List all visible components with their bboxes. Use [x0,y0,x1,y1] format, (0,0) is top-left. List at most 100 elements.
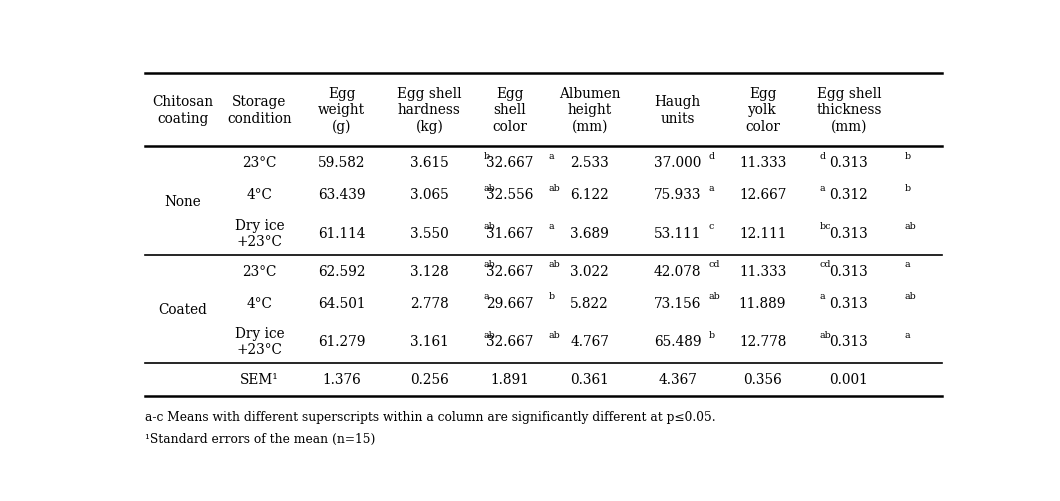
Text: Egg
yolk
color: Egg yolk color [745,87,780,133]
Text: 0.256: 0.256 [410,373,448,387]
Text: ab: ab [483,183,495,192]
Text: Egg shell
thickness
(mm): Egg shell thickness (mm) [816,87,882,133]
Text: 61.114ab: 61.114ab [310,226,374,240]
Text: 4°C: 4°C [247,188,272,202]
Text: 12.778: 12.778 [739,335,787,349]
Text: 73.156: 73.156 [654,297,702,310]
Text: 3.550a: 3.550a [406,226,453,240]
Text: 62.592ab: 62.592ab [310,265,374,279]
Text: 64.501: 64.501 [318,297,366,310]
Text: 1.891: 1.891 [490,373,529,387]
Text: 32.667: 32.667 [485,265,533,279]
Text: Storage
condition: Storage condition [227,95,292,125]
Text: 11.889ab: 11.889ab [730,297,795,310]
Text: 0.313: 0.313 [830,335,868,349]
Text: 23°C: 23°C [243,156,277,170]
Text: 65.489ab: 65.489ab [646,335,710,349]
Text: 0.313: 0.313 [830,297,868,310]
Text: Egg
shell
color: Egg shell color [492,87,527,133]
Text: 0.313: 0.313 [830,265,868,279]
Text: ab: ab [709,292,721,301]
Text: 12.667b: 12.667b [735,188,791,202]
Text: a: a [483,292,489,301]
Text: b: b [483,151,490,160]
Text: 2.533d: 2.533d [566,156,614,170]
Text: ab: ab [483,222,495,230]
Text: b: b [904,183,911,192]
Text: 12.111ab: 12.111ab [730,226,795,240]
Text: Egg shell
hardness
(kg): Egg shell hardness (kg) [398,87,462,134]
Text: None: None [164,194,201,208]
Text: 11.889: 11.889 [739,297,787,310]
Text: 0.001: 0.001 [830,373,868,387]
Text: 32.556: 32.556 [485,188,533,202]
Text: 42.078cd: 42.078cd [646,265,709,279]
Text: 4.767b: 4.767b [566,335,614,349]
Text: 3.161: 3.161 [410,335,448,349]
Text: 61.279: 61.279 [318,335,366,349]
Text: ab: ab [483,330,495,339]
Text: 3.128ab: 3.128ab [402,265,457,279]
Text: 37.000: 37.000 [654,156,702,170]
Text: 42.078: 42.078 [654,265,702,279]
Text: 64.501a: 64.501a [314,297,369,310]
Text: ab: ab [483,260,495,269]
Text: 0.361: 0.361 [570,373,610,387]
Text: 11.333a: 11.333a [735,265,791,279]
Text: cd: cd [819,260,831,269]
Text: 73.156a: 73.156a [650,297,705,310]
Text: 75.933a: 75.933a [650,188,705,202]
Text: Egg
weight
(g): Egg weight (g) [318,87,365,134]
Text: b: b [709,330,716,339]
Text: 1.376: 1.376 [322,373,361,387]
Text: 75.933: 75.933 [654,188,702,202]
Text: 12.667: 12.667 [739,188,787,202]
Text: Coated: Coated [159,303,208,317]
Text: 12.778a: 12.778a [735,335,791,349]
Text: 3.689c: 3.689c [566,226,613,240]
Text: c: c [709,222,714,230]
Text: 3.689: 3.689 [570,226,610,240]
Text: a: a [709,183,714,192]
Text: 53.111: 53.111 [654,226,702,240]
Text: 61.279ab: 61.279ab [310,335,374,349]
Text: 63.439ab: 63.439ab [310,188,374,202]
Text: 11.333: 11.333 [739,265,787,279]
Text: Albumen
height
(mm): Albumen height (mm) [559,87,620,133]
Text: 5.822: 5.822 [570,297,610,310]
Text: 32.667: 32.667 [485,335,533,349]
Text: 0.313: 0.313 [830,226,868,240]
Text: a: a [819,292,825,301]
Text: cd: cd [709,260,721,269]
Text: 12.111: 12.111 [739,226,787,240]
Text: 6.122a: 6.122a [566,188,613,202]
Text: 61.114: 61.114 [318,226,366,240]
Text: 62.592: 62.592 [318,265,366,279]
Text: 3.161ab: 3.161ab [402,335,457,349]
Text: a-c Means with different superscripts within a column are significantly differen: a-c Means with different superscripts wi… [145,410,716,423]
Text: d: d [709,151,716,160]
Text: ab: ab [819,330,831,339]
Text: 2.778b: 2.778b [406,297,454,310]
Text: ¹Standard errors of the mean (n=15): ¹Standard errors of the mean (n=15) [145,432,375,444]
Text: Dry ice
+23°C: Dry ice +23°C [234,327,284,357]
Text: 3.615: 3.615 [410,156,448,170]
Text: a: a [819,183,825,192]
Text: 3.128: 3.128 [410,265,448,279]
Text: ab: ab [549,330,561,339]
Text: 4.767: 4.767 [570,335,610,349]
Text: 6.122: 6.122 [570,188,610,202]
Text: 32.667: 32.667 [485,156,533,170]
Text: a: a [549,222,554,230]
Text: 11.333b: 11.333b [735,156,791,170]
Text: 53.111bc: 53.111bc [646,226,709,240]
Text: 11.333: 11.333 [739,156,787,170]
Text: 3.022cd: 3.022cd [562,265,617,279]
Text: b: b [904,151,911,160]
Text: 0.312: 0.312 [830,188,868,202]
Text: 3.022: 3.022 [570,265,610,279]
Text: Chitosan
coating: Chitosan coating [153,95,213,125]
Text: Dry ice
+23°C: Dry ice +23°C [234,218,284,248]
Text: 2.533: 2.533 [570,156,610,170]
Text: 4°C: 4°C [247,297,272,310]
